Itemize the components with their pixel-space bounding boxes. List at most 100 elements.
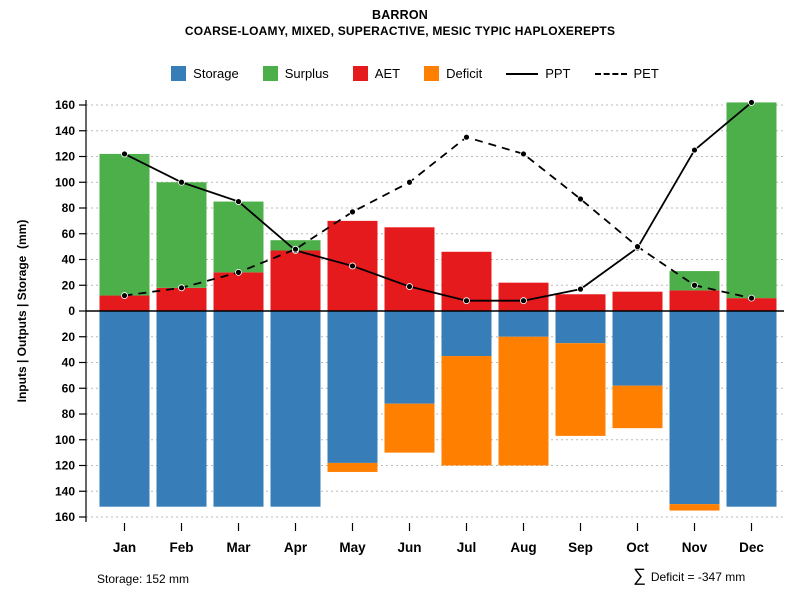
pet-point-May bbox=[349, 208, 356, 216]
bar-storage-Dec bbox=[726, 311, 777, 507]
bar-surplus-Feb bbox=[156, 182, 207, 288]
bar-deficit-Nov bbox=[669, 504, 720, 511]
legend-label: Surplus bbox=[284, 66, 329, 81]
bar-aet-Sep bbox=[555, 294, 606, 311]
y-tick-label: 80 bbox=[62, 201, 76, 215]
bar-aet-Mar bbox=[213, 272, 264, 311]
bar-aet-Jun bbox=[384, 227, 435, 311]
x-tick-label: Apr bbox=[284, 540, 308, 555]
bar-deficit-Oct bbox=[612, 385, 663, 429]
legend-item-pet: PET bbox=[594, 66, 659, 81]
pet-point-Jan bbox=[121, 292, 128, 299]
x-tick-label: Dec bbox=[739, 540, 764, 555]
y-tick-label: 160 bbox=[55, 98, 75, 112]
bar-storage-Jul bbox=[441, 311, 492, 357]
x-tick-label: Aug bbox=[510, 540, 536, 555]
legend-item-surplus: Surplus bbox=[262, 66, 329, 81]
bar-storage-Feb bbox=[156, 311, 207, 507]
ppt-point-Aug bbox=[520, 297, 527, 305]
ppt-point-Mar bbox=[235, 198, 242, 205]
x-tick-label: Sep bbox=[568, 540, 593, 555]
legend-item-ppt: PPT bbox=[506, 66, 571, 81]
x-tick-label: Jul bbox=[457, 540, 477, 555]
bar-deficit-May bbox=[327, 462, 378, 472]
pet-point-Oct bbox=[634, 243, 641, 251]
bar-deficit-Jul bbox=[441, 356, 492, 466]
surplus-swatch-icon bbox=[262, 66, 278, 81]
bar-storage-Nov bbox=[669, 311, 720, 505]
y-tick-label: 40 bbox=[62, 356, 76, 370]
chart-title: BARRON bbox=[371, 8, 429, 22]
x-tick-label: Oct bbox=[626, 540, 649, 555]
solid-line-swatch-icon bbox=[506, 72, 539, 75]
y-tick-label: 20 bbox=[62, 330, 76, 344]
bar-storage-Apr bbox=[270, 311, 321, 507]
y-tick-label: 100 bbox=[55, 175, 75, 189]
y-tick-label: 160 bbox=[55, 510, 75, 524]
aet-swatch-icon bbox=[352, 66, 368, 81]
legend-label: Deficit bbox=[446, 66, 483, 81]
legend-item-deficit: Deficit bbox=[424, 66, 482, 81]
deficit-note: ∑ Deficit = -347 mm bbox=[633, 566, 745, 584]
x-tick-label: Nov bbox=[682, 540, 708, 555]
bar-surplus-Nov bbox=[669, 271, 720, 291]
bar-aet-Feb bbox=[156, 287, 207, 311]
pet-point-Jul bbox=[463, 133, 470, 141]
ppt-point-Jan bbox=[121, 150, 128, 158]
y-tick-label: 120 bbox=[55, 459, 75, 473]
bar-aet-Oct bbox=[612, 291, 663, 311]
bar-storage-Mar bbox=[213, 311, 264, 507]
pet-point-Mar bbox=[235, 268, 242, 276]
chart-legend: Storage Surplus AET Deficit PPT PET bbox=[30, 66, 800, 81]
y-tick-label: 80 bbox=[62, 407, 76, 421]
ppt-point-Jul bbox=[463, 297, 470, 305]
storage-note: Storage: 152 mm bbox=[97, 572, 190, 586]
legend-label: AET bbox=[374, 66, 401, 81]
dashed-line-swatch-icon bbox=[594, 72, 627, 75]
bar-surplus-Jan bbox=[99, 153, 150, 296]
legend-label: PPT bbox=[545, 66, 571, 81]
pet-point-Sep bbox=[577, 195, 584, 203]
y-tick-label: 140 bbox=[55, 484, 75, 498]
ppt-point-Dec bbox=[748, 99, 755, 106]
ppt-point-Jun bbox=[406, 283, 413, 290]
y-tick-label: 0 bbox=[68, 304, 75, 318]
bar-storage-Jun bbox=[384, 311, 435, 404]
bar-surplus-Mar bbox=[213, 201, 264, 273]
pet-point-Jun bbox=[406, 178, 413, 186]
x-tick-label: May bbox=[339, 540, 366, 555]
y-tick-label: 60 bbox=[62, 381, 76, 395]
legend-item-aet: AET bbox=[352, 66, 401, 81]
legend-item-storage: Storage bbox=[171, 66, 239, 81]
bar-deficit-Aug bbox=[498, 336, 549, 466]
bar-aet-Jan bbox=[99, 295, 150, 311]
ppt-line bbox=[124, 101, 753, 302]
x-tick-label: Jun bbox=[397, 540, 421, 555]
pet-point-Apr bbox=[292, 245, 299, 253]
ppt-point-Feb bbox=[178, 178, 185, 186]
bar-surplus-Apr bbox=[270, 240, 321, 251]
y-tick-label: 100 bbox=[55, 433, 75, 447]
bar-storage-May bbox=[327, 311, 378, 463]
y-tick-label: 40 bbox=[62, 253, 76, 267]
y-tick-label: 20 bbox=[62, 278, 76, 292]
bar-aet-Nov bbox=[669, 290, 720, 311]
bar-storage-Sep bbox=[555, 311, 606, 344]
bar-aet-Dec bbox=[726, 298, 777, 311]
legend-label: PET bbox=[633, 66, 659, 81]
x-tick-label: Jan bbox=[113, 540, 136, 555]
sigma-symbol: ∑ bbox=[633, 565, 646, 585]
pet-point-Aug bbox=[520, 150, 527, 158]
storage-swatch-icon bbox=[171, 66, 187, 81]
legend-label: Storage bbox=[193, 66, 239, 81]
deficit-swatch-icon bbox=[424, 66, 440, 81]
bar-deficit-Sep bbox=[555, 343, 606, 436]
y-tick-label: 140 bbox=[55, 124, 75, 138]
bar-surplus-Dec bbox=[726, 102, 777, 299]
pet-point-Dec bbox=[748, 294, 755, 302]
bar-storage-Aug bbox=[498, 311, 549, 337]
bar-deficit-Jun bbox=[384, 403, 435, 453]
x-tick-label: Feb bbox=[169, 540, 193, 555]
